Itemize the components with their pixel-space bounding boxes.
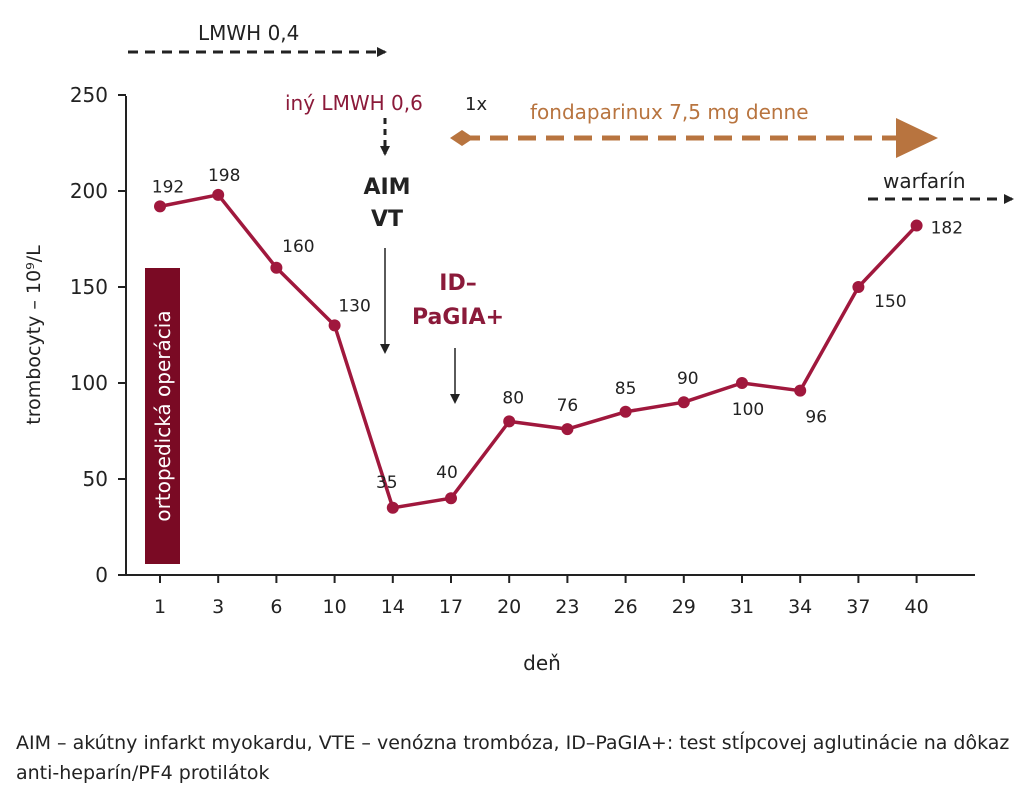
lmwh-label: LMWH 0,4 <box>198 21 299 45</box>
data-label: 150 <box>874 292 906 312</box>
data-point <box>212 188 225 201</box>
data-point <box>736 377 748 389</box>
data-point <box>503 415 516 428</box>
x-tick-label: 34 <box>788 596 812 618</box>
x-tick-label: 23 <box>555 596 579 618</box>
vt-label: VT <box>371 207 403 232</box>
data-point <box>852 281 865 293</box>
caption: AIM – akútny infarkt myokardu, VTE – ven… <box>16 732 1010 784</box>
data-point <box>677 396 690 409</box>
iny-lmwh-times: 1x <box>465 94 487 115</box>
data-label: 90 <box>677 369 699 389</box>
y-tick-label: 0 <box>95 563 108 587</box>
data-labels: 192 198 160 130 35 40 80 76 85 90 100 96 150 182 <box>152 166 963 493</box>
data-label: 85 <box>615 379 637 399</box>
y-tick-label: 50 <box>83 467 108 491</box>
operation-box <box>145 268 180 564</box>
id-label-line1: ID– <box>439 271 476 296</box>
y-axis-ticks: 0 50 100 150 200 250 <box>70 83 126 587</box>
data-point <box>910 219 923 232</box>
fondaparinux-arrow-head <box>896 118 938 158</box>
y-tick-label: 150 <box>70 275 108 299</box>
x-tick-label: 40 <box>905 596 929 618</box>
x-tick-label: 17 <box>439 596 463 618</box>
iny-lmwh-label: iný LMWH 0,6 <box>285 91 423 115</box>
data-label: 76 <box>557 396 579 416</box>
data-point <box>328 319 341 332</box>
y-tick-label: 250 <box>70 83 108 107</box>
x-tick-label: 10 <box>323 596 347 618</box>
y-tick-label: 100 <box>70 371 108 395</box>
x-tick-label: 37 <box>846 596 870 618</box>
data-label: 182 <box>931 219 963 239</box>
x-axis-label: deň <box>523 651 561 675</box>
x-tick-label: 14 <box>381 596 405 618</box>
data-label: 100 <box>732 400 764 420</box>
warfarin-label: warfarín <box>883 169 966 193</box>
data-label: 130 <box>338 296 370 316</box>
x-tick-label: 6 <box>270 596 282 618</box>
data-point <box>154 200 166 213</box>
platelet-chart: 0 50 100 150 200 250 1 3 6 10 14 17 20 23 26 29 31 34 37 4… <box>23 21 1014 675</box>
y-tick-label: 200 <box>70 179 108 203</box>
x-tick-label: 31 <box>730 596 754 618</box>
data-label: 198 <box>208 166 240 186</box>
data-point <box>270 261 283 274</box>
data-label: 80 <box>502 388 524 408</box>
series-platelets <box>154 188 923 514</box>
x-tick-label: 20 <box>497 596 521 618</box>
data-point <box>561 423 574 436</box>
x-tick-label: 1 <box>154 596 166 618</box>
data-label: 40 <box>436 463 458 483</box>
x-tick-label: 3 <box>212 596 224 618</box>
data-label: 96 <box>805 408 827 428</box>
data-point <box>619 405 632 418</box>
data-point <box>445 492 457 505</box>
data-label: 160 <box>282 237 314 257</box>
operation-label: ortopedická operácia <box>151 310 175 521</box>
data-point <box>794 384 807 397</box>
series-line <box>159 193 918 510</box>
fondaparinux-label: fondaparinux 7,5 mg denne <box>530 100 809 124</box>
aim-label: AIM <box>363 175 410 200</box>
y-axis-label: trombocyty – 10⁹/L <box>23 245 45 425</box>
fondaparinux-arrow-start <box>450 130 474 146</box>
id-label-line2: PaGIA+ <box>412 305 504 330</box>
data-label: 35 <box>376 473 398 493</box>
x-axis-ticks: 1 3 6 10 14 17 20 23 26 29 31 34 37 40 <box>154 575 929 618</box>
x-tick-label: 26 <box>614 596 638 618</box>
data-point <box>386 501 399 514</box>
x-tick-label: 29 <box>672 596 696 618</box>
data-label: 192 <box>152 177 184 197</box>
